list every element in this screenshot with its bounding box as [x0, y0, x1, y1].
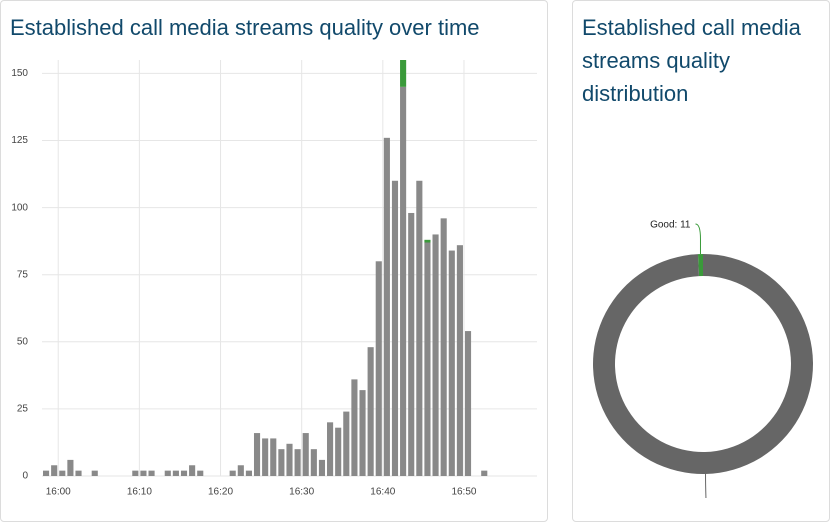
- panel-time: Established call media streams quality o…: [0, 0, 548, 522]
- bar: [391, 180, 399, 476]
- bar: [253, 433, 261, 476]
- bar: [448, 250, 455, 476]
- bar: [229, 470, 236, 476]
- bar: [237, 465, 244, 476]
- bar: [327, 422, 334, 476]
- bar: [424, 242, 431, 476]
- bar: [278, 449, 285, 476]
- bar: [140, 470, 147, 476]
- x-tick-label: 16:30: [289, 487, 314, 498]
- bar: [172, 470, 179, 476]
- bar: [189, 465, 196, 476]
- bar: [197, 470, 204, 476]
- bar: [59, 470, 66, 476]
- bar: [416, 180, 423, 476]
- bar: [335, 427, 342, 476]
- bar: [75, 470, 82, 476]
- bar: [51, 465, 58, 476]
- bar: [383, 137, 390, 476]
- bar: [294, 449, 301, 476]
- bar: [424, 239, 431, 243]
- bar: [343, 411, 350, 476]
- bar: [456, 245, 463, 476]
- y-tick-label: 150: [11, 68, 28, 79]
- bar: [164, 470, 171, 476]
- bar: [375, 261, 382, 476]
- bar: [400, 60, 407, 87]
- bar: [318, 459, 326, 476]
- charts: 0 25 50 75 100 125 150 16:00 16:10 16:20 16:30 16:4…: [11, 60, 813, 498]
- bar: [91, 470, 98, 476]
- y-tick-label: 75: [17, 269, 29, 280]
- x-tick-label: 16:20: [208, 487, 233, 498]
- bar: [400, 86, 407, 476]
- bar: [67, 459, 74, 476]
- bar: [367, 347, 374, 476]
- leader-line: [705, 473, 707, 498]
- bar: [148, 470, 155, 476]
- y-tick-label: 0: [22, 471, 28, 482]
- donut-slice: [697, 254, 703, 277]
- leader-line: [695, 223, 701, 255]
- x-tick-label: 16:10: [127, 487, 152, 498]
- y-tick-label: 25: [17, 404, 29, 415]
- bar: [432, 234, 439, 476]
- data-label: Good: 11: [650, 220, 691, 231]
- bar: [359, 390, 366, 476]
- y-tick-label: 50: [17, 336, 29, 347]
- bar: [43, 470, 50, 476]
- bar: [464, 331, 472, 476]
- chart-title: Established call media streams quality o…: [10, 15, 480, 40]
- bar: [262, 438, 269, 476]
- chart-title: Established call media streams quality d…: [582, 15, 801, 106]
- bar: [286, 443, 293, 476]
- bar: [408, 212, 415, 476]
- x-tick-label: 16:00: [46, 487, 71, 498]
- y-tick-label: 125: [11, 135, 28, 146]
- bar: [481, 470, 488, 476]
- bar: [245, 470, 252, 476]
- bar: [351, 379, 358, 476]
- x-tick-label: 16:40: [370, 487, 395, 498]
- bar: [132, 470, 139, 476]
- bar: [440, 218, 447, 476]
- bar: [302, 433, 309, 476]
- x-tick-label: 16:50: [451, 487, 476, 498]
- bar: [180, 470, 188, 476]
- bar: [270, 438, 277, 476]
- donut-slice: [592, 254, 813, 474]
- bar: [310, 449, 317, 476]
- y-tick-label: 100: [11, 202, 28, 213]
